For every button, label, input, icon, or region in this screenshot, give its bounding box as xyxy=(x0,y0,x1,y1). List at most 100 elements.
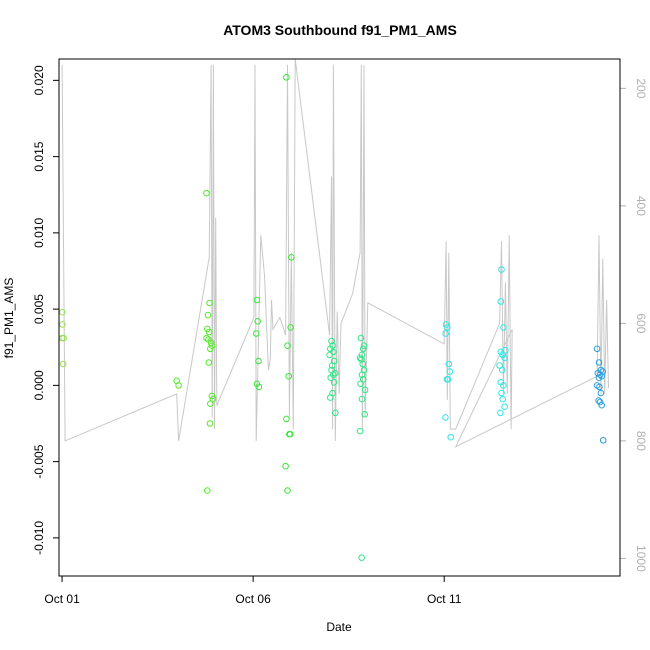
scatter-point xyxy=(59,308,66,316)
scatter-point xyxy=(358,356,365,363)
scatter-point xyxy=(327,394,334,401)
scatter-point xyxy=(596,398,604,406)
scatter-point xyxy=(203,334,210,342)
x-tick-label: Oct 11 xyxy=(427,592,462,606)
scatter-point xyxy=(446,368,454,375)
scatter-point xyxy=(443,376,451,383)
scatter-point xyxy=(500,382,507,389)
scatter-point xyxy=(361,386,369,394)
scatter-point xyxy=(60,334,67,342)
scatter-point xyxy=(597,389,605,397)
scatter-point xyxy=(206,299,213,307)
y-tick-label: 0.020 xyxy=(32,65,46,95)
scatter-point xyxy=(444,324,451,331)
scatter-point xyxy=(205,359,213,366)
plot-area-border xyxy=(58,58,621,577)
x-tick-label: Oct 06 xyxy=(235,592,271,606)
scatter-point xyxy=(288,253,295,261)
scatter-point xyxy=(283,74,290,81)
scatter-point xyxy=(595,359,603,366)
y-tick-label: -0.010 xyxy=(32,521,46,555)
scatter-point xyxy=(598,401,606,409)
scatter-point xyxy=(499,395,507,403)
scatter-point xyxy=(205,328,213,336)
chart-title: ATOM3 Southbound f91_PM1_AMS xyxy=(223,22,457,38)
scatter-point xyxy=(255,383,263,391)
y-tick-label: 0.015 xyxy=(32,141,46,171)
line-series xyxy=(61,59,609,448)
scatter-point xyxy=(595,397,602,404)
scatter-series xyxy=(58,74,607,562)
scatter-point xyxy=(204,311,212,319)
scatter-point xyxy=(447,433,455,441)
scatter-point xyxy=(175,382,182,389)
x-axis-label: Date xyxy=(326,620,352,634)
scatter-point xyxy=(255,357,262,365)
scatter-point xyxy=(282,462,289,470)
scatter-point xyxy=(332,369,339,377)
scatter-point xyxy=(358,371,366,379)
scatter-point xyxy=(206,420,214,427)
x-tick-label: Oct 01 xyxy=(44,592,80,606)
scatter-point xyxy=(328,362,336,369)
scatter-point xyxy=(283,415,290,423)
scatter-point xyxy=(252,330,260,337)
y-tick-label: 0.005 xyxy=(32,294,46,324)
scatter-point xyxy=(360,342,368,350)
scatter-point xyxy=(499,366,506,374)
scatter-point xyxy=(498,266,505,273)
scatter-point xyxy=(59,321,66,328)
scatter-point xyxy=(596,383,603,391)
scatter-point xyxy=(204,487,211,494)
scatter-point xyxy=(359,360,367,368)
scatter-point xyxy=(203,189,210,197)
scatter-point xyxy=(445,360,453,368)
scatter-point xyxy=(286,430,294,438)
scatter-point xyxy=(208,342,216,350)
grey-line-trace xyxy=(61,59,609,448)
scatter-point xyxy=(442,321,450,328)
scatter-point xyxy=(361,411,369,418)
scatter-point xyxy=(357,334,365,342)
scatter-point xyxy=(327,374,335,382)
scatter-point xyxy=(59,360,67,368)
scatter-point xyxy=(208,392,216,400)
scatter-point xyxy=(330,379,338,386)
scatter-point xyxy=(326,351,333,359)
scatter-point xyxy=(359,345,367,353)
secondary-tick-label: 600 xyxy=(634,313,648,333)
secondary-tick-label: 400 xyxy=(634,196,648,216)
scatter-point xyxy=(596,371,604,379)
scatter-point xyxy=(332,409,339,417)
scatter-point xyxy=(254,318,262,325)
scatter-point xyxy=(207,345,214,353)
scatter-point xyxy=(497,409,504,417)
scatter-point xyxy=(284,487,291,494)
scatter-point xyxy=(497,298,505,305)
scatter-point xyxy=(285,372,293,380)
scatter-point xyxy=(501,403,508,411)
axes: -0.010 -0.005 0.000 0.005 0.010 0.015 0.020 Oct… xyxy=(32,65,648,606)
scatter-point xyxy=(287,324,294,331)
scatter-point xyxy=(595,374,603,382)
y-tick-label: 0.000 xyxy=(32,370,46,400)
scatter-point xyxy=(501,354,508,362)
scatter-point xyxy=(358,395,366,403)
scatter-point xyxy=(357,380,364,388)
secondary-tick-label: 800 xyxy=(634,431,648,451)
scatter-point xyxy=(498,389,505,397)
y-tick-label: 0.010 xyxy=(32,218,46,248)
scatter-point xyxy=(328,337,335,345)
scatter-point xyxy=(500,324,507,331)
scatter-point xyxy=(356,427,364,435)
secondary-tick-label: 200 xyxy=(634,78,648,98)
y-tick-label: -0.005 xyxy=(32,444,46,478)
y-axis-label: f91_PM1_AMS xyxy=(2,278,16,359)
secondary-tick-label: 1000 xyxy=(634,545,648,572)
scatter-point xyxy=(356,354,364,362)
scatter-point xyxy=(207,400,214,408)
scatter-point xyxy=(207,339,215,347)
scatter-point xyxy=(442,330,450,337)
scatter-point xyxy=(253,296,261,304)
